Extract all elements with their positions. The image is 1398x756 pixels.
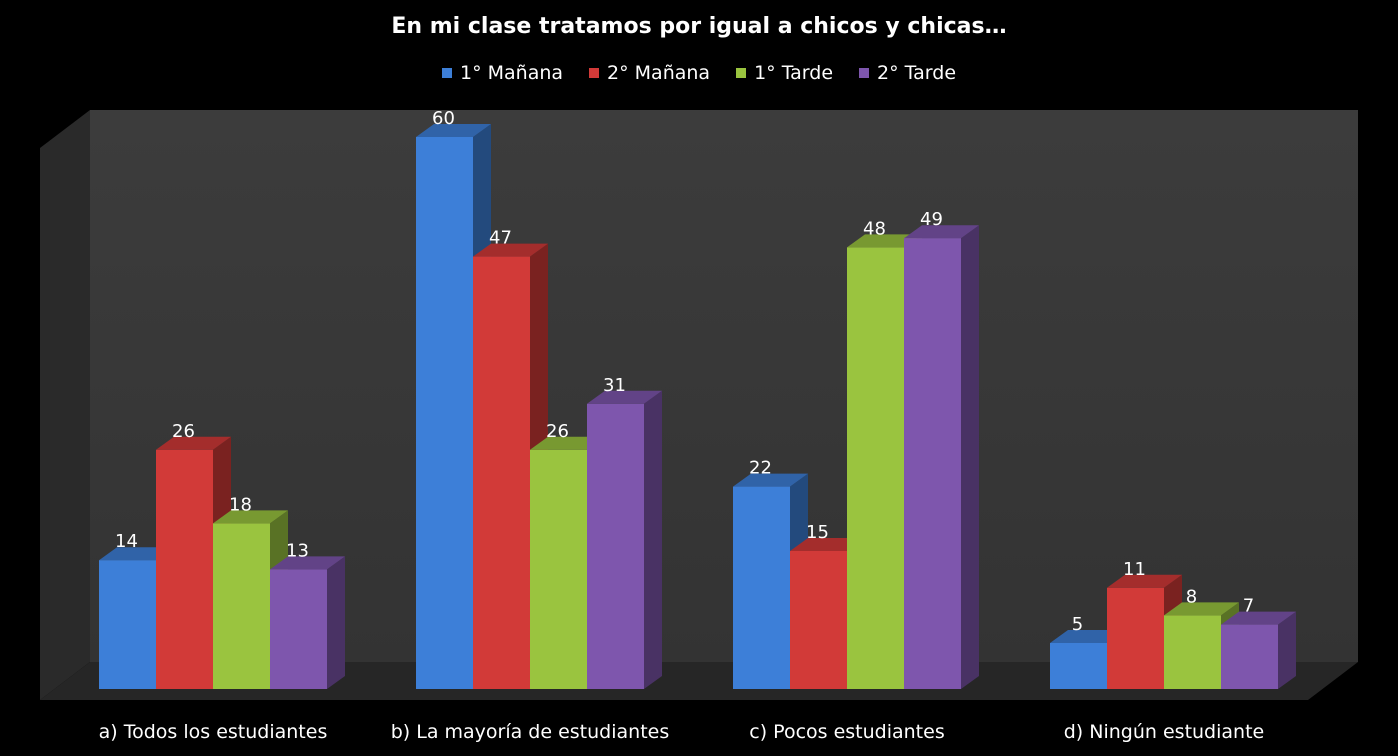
- data-label-2-tarde-cat-1: 31: [603, 375, 626, 396]
- legend-label-1-manana: 1° Mañana: [459, 62, 564, 84]
- bar-2-tarde-cat-3: [1221, 611, 1296, 689]
- bar-2-tarde-cat-0: [270, 556, 345, 689]
- chart-title: En mi clase tratamos por igual a chicos …: [391, 14, 1007, 39]
- legend-label-2-tarde: 2° Tarde: [877, 62, 957, 84]
- category-label-2: c) Pocos estudiantes: [749, 721, 944, 743]
- data-label-1-manana-cat-2: 22: [749, 458, 772, 479]
- legend-item-2-tarde: 2° Tarde: [859, 62, 956, 84]
- data-label-2-tarde-cat-2: 49: [920, 209, 943, 230]
- category-label-1: b) La mayoría de estudiantes: [391, 721, 670, 743]
- category-label-0: a) Todos los estudiantes: [99, 721, 328, 743]
- category-label-3: d) Ningún estudiante: [1064, 721, 1264, 743]
- data-label-2-manana-cat-3: 11: [1123, 559, 1146, 580]
- data-label-1-manana-cat-0: 14: [115, 531, 138, 552]
- plot-side-wall: [40, 110, 90, 700]
- legend-item-1-manana: 1° Mañana: [441, 62, 564, 84]
- data-label-2-tarde-cat-3: 7: [1243, 596, 1254, 617]
- data-label-1-tarde-cat-1: 26: [546, 421, 569, 442]
- plot-back-wall: [90, 110, 1358, 662]
- data-label-2-manana-cat-1: 47: [489, 228, 512, 249]
- data-label-1-manana-cat-3: 5: [1072, 614, 1083, 635]
- legend-label-1-tarde: 1° Tarde: [754, 62, 834, 84]
- legend-swatch-2-manana: [589, 68, 600, 78]
- data-label-1-manana-cat-1: 60: [432, 108, 455, 129]
- legend-item-2-manana: 2° Mañana: [589, 62, 710, 84]
- data-label-1-tarde-cat-2: 48: [863, 218, 886, 239]
- data-label-2-manana-cat-0: 26: [172, 421, 195, 442]
- data-label-2-manana-cat-2: 15: [806, 522, 829, 543]
- legend-swatch-2-tarde: [859, 68, 870, 78]
- data-label-1-tarde-cat-3: 8: [1186, 586, 1197, 607]
- legend-swatch-1-manana: [441, 68, 452, 78]
- legend-swatch-1-tarde: [736, 68, 747, 78]
- bar-2-tarde-cat-2: [904, 225, 979, 689]
- bar-1-manana-cat-2: [733, 473, 808, 689]
- legend: 1° Mañana 2° Mañana 1° Tarde 2° Tarde: [0, 62, 1398, 84]
- data-label-1-tarde-cat-0: 18: [229, 494, 252, 515]
- data-label-2-tarde-cat-0: 13: [286, 540, 309, 561]
- legend-item-1-tarde: 1° Tarde: [736, 62, 833, 84]
- legend-label-2-manana: 2° Mañana: [607, 62, 711, 84]
- plot-floor: [40, 662, 1358, 700]
- bar-2-tarde-cat-1: [587, 390, 662, 689]
- bar-1-tarde-cat-0: [213, 510, 288, 689]
